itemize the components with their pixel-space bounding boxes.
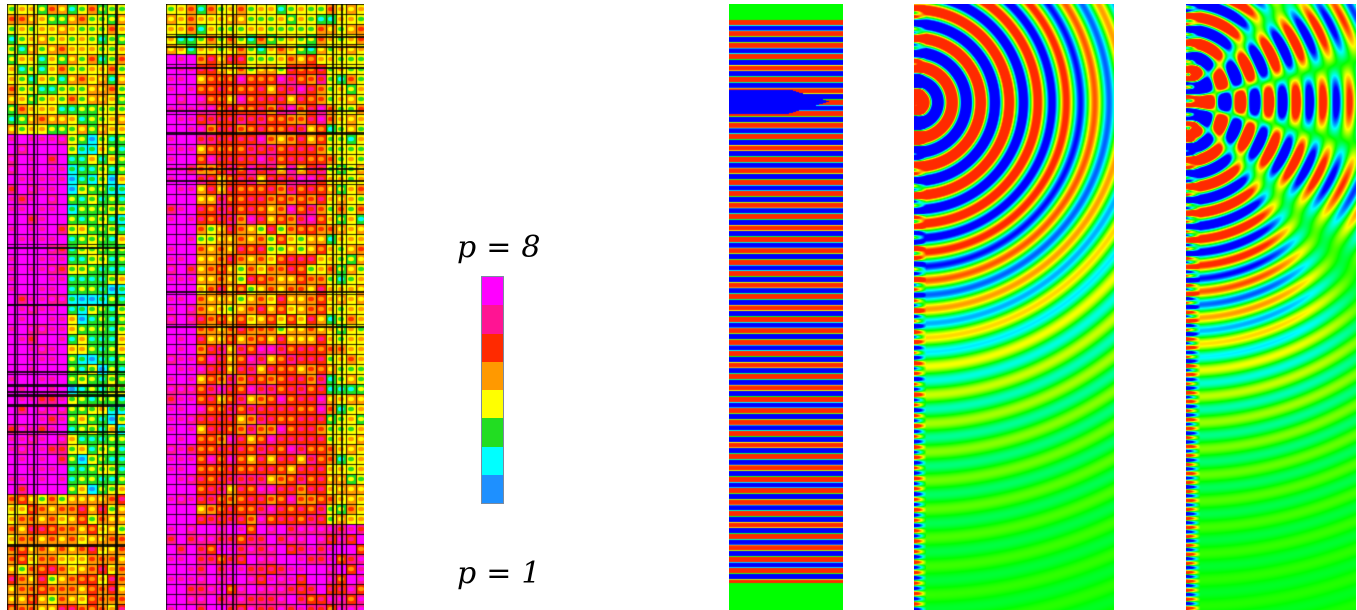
legend-swatch-p6	[482, 333, 503, 362]
wave-field-plane-waves	[729, 4, 843, 610]
legend-swatch-p3	[482, 418, 503, 447]
legend-top-value: 8	[521, 230, 541, 265]
legend-max-order-label: p = 8	[457, 230, 540, 265]
wave-field-panel-3	[1186, 4, 1356, 610]
legend-swatch-p4	[482, 390, 503, 419]
legend-min-order-label: p = 1	[457, 556, 540, 591]
legend-swatch-p8	[482, 277, 503, 306]
legend-bottom-equals: =	[486, 556, 512, 591]
legend-top-equals: =	[486, 230, 512, 265]
wave-field-scattered-1	[914, 4, 1114, 610]
hp-mesh-panel-right	[166, 4, 364, 610]
legend-swatch-p1	[482, 474, 503, 503]
order-color-legend	[481, 276, 504, 504]
legend-bottom-value: 1	[521, 556, 541, 591]
wave-field-panel-2	[914, 4, 1114, 610]
wave-field-panel-1	[729, 4, 843, 610]
legend-swatch-p5	[482, 361, 503, 390]
wave-field-scattered-2	[1186, 4, 1356, 610]
mesh-order-map-2	[166, 4, 364, 610]
legend-swatch-p2	[482, 446, 503, 475]
mesh-order-map-1	[7, 4, 125, 610]
legend-top-symbol: p	[457, 230, 477, 265]
hp-mesh-panel-left	[7, 4, 125, 610]
legend-bottom-symbol: p	[457, 556, 477, 591]
legend-swatch-p7	[482, 305, 503, 334]
